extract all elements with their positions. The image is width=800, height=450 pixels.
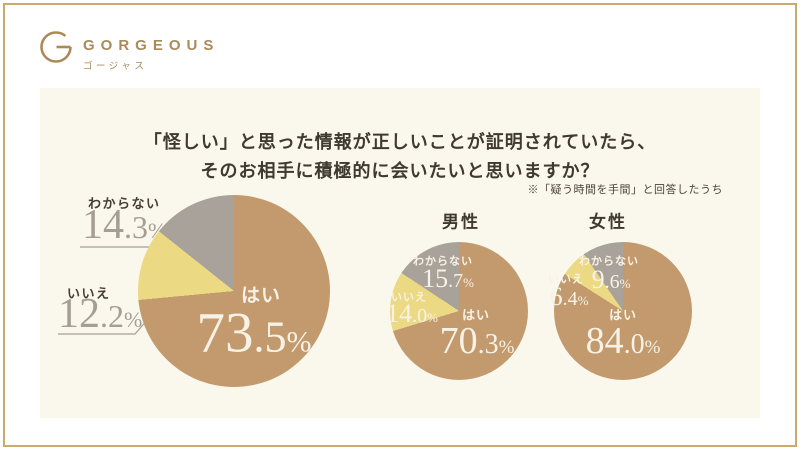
- female-yes-pct: %: [644, 337, 661, 358]
- pie-total: はい 73.5%: [138, 195, 330, 387]
- male-dk-label: わからない: [413, 255, 473, 268]
- total-yes-int: 73: [196, 301, 254, 365]
- brand-name: GORGEOUS: [83, 37, 220, 54]
- brand-kana: ゴージャス: [83, 61, 148, 72]
- female-no-value: 6.4%: [550, 284, 589, 310]
- female-yes-dec: .0: [623, 329, 645, 360]
- survey-question-title: 「怪しい」と思った情報が正しいことが証明されていたら、 そのお相手に積極的に会い…: [40, 128, 760, 186]
- female-yes-label: はい: [608, 307, 638, 323]
- female-yes-int: 84: [585, 320, 624, 362]
- female-no-dec: .4: [562, 288, 578, 310]
- male-no-value: 14.0%: [386, 301, 438, 327]
- brand-logo-text: GORGEOUS ゴージャス: [83, 29, 219, 72]
- female-yes-value: 84.0%: [586, 322, 661, 360]
- total-dk-dec: .3: [124, 209, 148, 245]
- female-no-int: 6: [549, 282, 563, 311]
- female-dk-label: わからない: [579, 255, 639, 268]
- male-no-dec: .0: [412, 305, 428, 327]
- male-dk-pct: %: [463, 275, 474, 290]
- male-dk-int: 15: [422, 264, 449, 293]
- male-dk-dec: .7: [448, 270, 464, 292]
- survey-card: 「怪しい」と思った情報が正しいことが証明されていたら、 そのお相手に積極的に会い…: [40, 88, 760, 418]
- total-dk-int: 14: [82, 202, 124, 248]
- total-no-label: いいえ: [67, 286, 111, 301]
- total-yes-pct: %: [286, 325, 312, 359]
- brand-g-icon: [40, 31, 72, 63]
- total-no-pct: %: [124, 307, 143, 332]
- total-yes-label: はい: [240, 285, 282, 307]
- female-dk-dec: .6: [604, 271, 620, 293]
- female-no-label: いいえ: [548, 273, 584, 286]
- male-yes-int: 70: [439, 320, 478, 362]
- female-dk-pct: %: [619, 276, 631, 291]
- male-no-int: 14: [386, 299, 413, 328]
- male-no-label: いいえ: [391, 291, 427, 304]
- male-no-pct: %: [427, 310, 438, 325]
- total-no-int: 12: [58, 291, 100, 337]
- survey-note: ※「疑う時間を手間」と回答したうち: [527, 184, 723, 196]
- total-yes-value: 73.5%: [197, 305, 312, 362]
- total-no-dec: .2: [100, 298, 124, 334]
- male-yes-pct: %: [498, 337, 515, 358]
- title-line-2: そのお相手に積極的に会いたいと思いますか？: [200, 161, 600, 182]
- pie-female: わからない 9.6% いいえ 6.4% はい 84.0%: [548, 242, 692, 380]
- title-line-1: 「怪しい」と思った情報が正しいことが証明されていたら、: [143, 132, 657, 153]
- pie-male: わからない 15.7% いいえ 14.0% はい 70.3%: [386, 242, 528, 380]
- total-yes-dec: .5: [253, 312, 287, 362]
- male-yes-value: 70.3%: [440, 322, 515, 360]
- female-dk-value: 9.6%: [592, 267, 631, 293]
- female-dk-int: 9: [591, 265, 605, 294]
- male-yes-label: はい: [461, 307, 491, 323]
- male-yes-dec: .3: [477, 329, 499, 360]
- female-no-pct: %: [577, 293, 589, 308]
- female-header: 女性: [589, 212, 627, 232]
- male-header: 男性: [442, 212, 480, 232]
- total-no-value: 12.2%: [58, 293, 142, 335]
- total-dk-label: わからない: [88, 196, 161, 211]
- brand-logo: GORGEOUS ゴージャス: [38, 29, 219, 72]
- male-dk-value: 15.7%: [422, 266, 474, 292]
